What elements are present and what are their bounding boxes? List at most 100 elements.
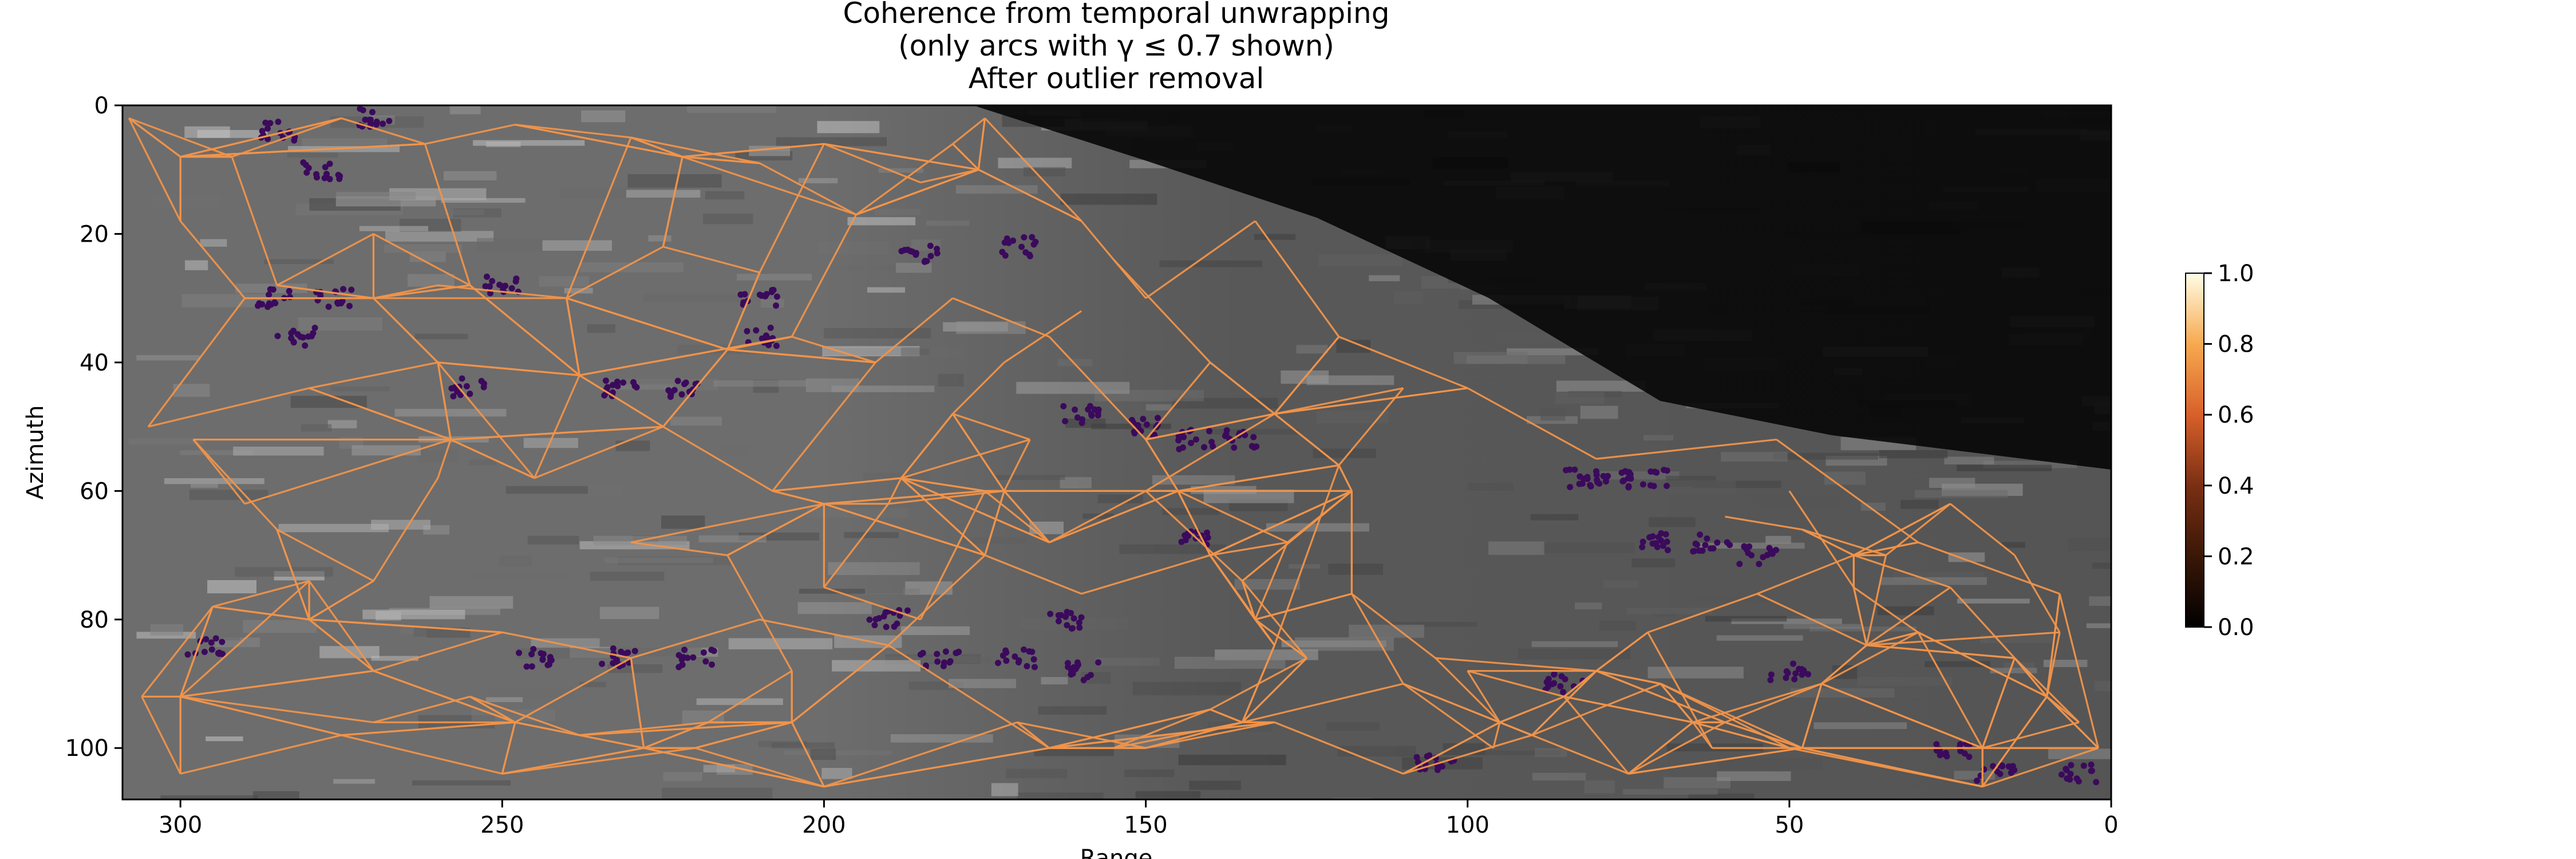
arc <box>1435 657 1501 723</box>
arc <box>727 348 876 364</box>
arc <box>772 477 902 492</box>
low-coherence-point <box>1789 660 1796 667</box>
arc <box>1049 490 1147 543</box>
arc <box>276 233 374 286</box>
low-coherence-point <box>1639 481 1646 488</box>
vignette <box>123 105 2111 799</box>
low-coherence-point <box>1626 469 1633 476</box>
low-coherence-point <box>883 624 890 631</box>
low-coherence-point <box>1792 670 1799 677</box>
low-coherence-point <box>1021 234 1028 241</box>
arc <box>1757 554 1854 595</box>
arc <box>515 124 631 139</box>
arc <box>1210 708 1243 723</box>
arc <box>579 374 664 428</box>
low-coherence-point <box>208 639 215 646</box>
arc <box>887 478 902 505</box>
low-coherence-point <box>753 327 760 334</box>
arc <box>180 117 342 158</box>
arc <box>373 670 516 723</box>
low-coherence-point <box>1639 538 1646 545</box>
low-coherence-point <box>618 648 625 655</box>
arc <box>920 168 979 184</box>
low-coherence-point <box>756 291 763 298</box>
low-coherence-point <box>1032 664 1038 671</box>
arc <box>1242 580 1307 659</box>
arc <box>823 586 921 621</box>
low-coherence-point <box>1990 763 1997 770</box>
low-coherence-point <box>1543 679 1550 685</box>
low-coherence-point <box>682 379 689 386</box>
low-coherence-point <box>467 391 473 397</box>
low-coherence-point <box>614 379 621 385</box>
low-coherence-point <box>508 285 515 291</box>
arc <box>824 747 1050 788</box>
low-coherence-point <box>1697 531 1704 538</box>
low-coherence-point <box>1961 750 1968 757</box>
arc <box>978 168 1082 222</box>
arc <box>727 503 825 556</box>
low-coherence-point <box>1187 440 1194 447</box>
low-coherence-point <box>1766 545 1773 551</box>
plot-frame <box>121 104 2112 801</box>
low-coherence-point <box>321 175 328 182</box>
x-tick-label: 0 <box>2104 812 2118 838</box>
low-coherence-point <box>1769 550 1776 557</box>
low-coherence-point <box>380 120 386 127</box>
low-coherence-point <box>264 136 271 143</box>
arc <box>128 117 181 158</box>
low-coherence-point <box>1135 421 1141 428</box>
arc <box>309 618 374 672</box>
low-coherence-point <box>1012 653 1018 660</box>
arc <box>566 137 632 299</box>
low-coherence-point <box>1062 417 1069 424</box>
arc <box>1563 696 1630 775</box>
arc <box>579 721 792 736</box>
arc <box>1402 734 1532 775</box>
low-coherence-point <box>448 385 455 392</box>
low-coherence-point <box>2067 771 2074 778</box>
low-coherence-point <box>684 655 691 661</box>
low-coherence-point <box>1069 625 1076 632</box>
arc <box>1145 361 1211 440</box>
arc <box>2013 554 2061 633</box>
low-coherence-point <box>1208 439 1215 446</box>
low-coherence-point <box>1413 754 1420 761</box>
low-coherence-point <box>882 609 889 616</box>
low-coherence-point <box>681 647 688 653</box>
colorbar-tick-label: 0.8 <box>2218 332 2254 358</box>
arc <box>823 503 986 557</box>
low-coherence-point <box>1091 406 1098 413</box>
low-coherence-point <box>700 649 707 656</box>
arc <box>244 439 451 505</box>
low-coherence-point <box>367 116 374 123</box>
arc <box>424 143 471 286</box>
low-coherence-point <box>934 250 941 257</box>
arc <box>1801 529 1855 556</box>
low-coherence-point <box>1692 540 1699 547</box>
low-coherence-point <box>763 291 770 298</box>
arc <box>901 477 985 492</box>
low-coherence-point <box>2088 767 2095 774</box>
low-coherence-point <box>513 275 520 282</box>
arc <box>1113 259 1211 363</box>
low-coherence-point <box>369 109 376 116</box>
arc <box>1725 515 1803 531</box>
arc <box>952 361 1005 415</box>
colorbar-ticks: 0.0 0.2 0.4 0.6 0.8 1.0 <box>2204 261 2254 641</box>
arc <box>1595 670 1726 723</box>
arc <box>1866 586 1951 646</box>
arc <box>1273 464 1340 646</box>
arc <box>1402 683 1494 749</box>
arc <box>791 214 858 337</box>
arc <box>212 580 310 608</box>
low-coherence-point <box>1074 414 1081 421</box>
low-coherence-point <box>1603 475 1610 482</box>
arc <box>469 696 516 723</box>
low-coherence-point <box>457 392 464 399</box>
arc <box>534 375 580 479</box>
arc <box>1467 670 1564 698</box>
low-coherence-point <box>601 392 608 399</box>
arc <box>1351 593 1436 659</box>
arc <box>1981 657 2016 748</box>
